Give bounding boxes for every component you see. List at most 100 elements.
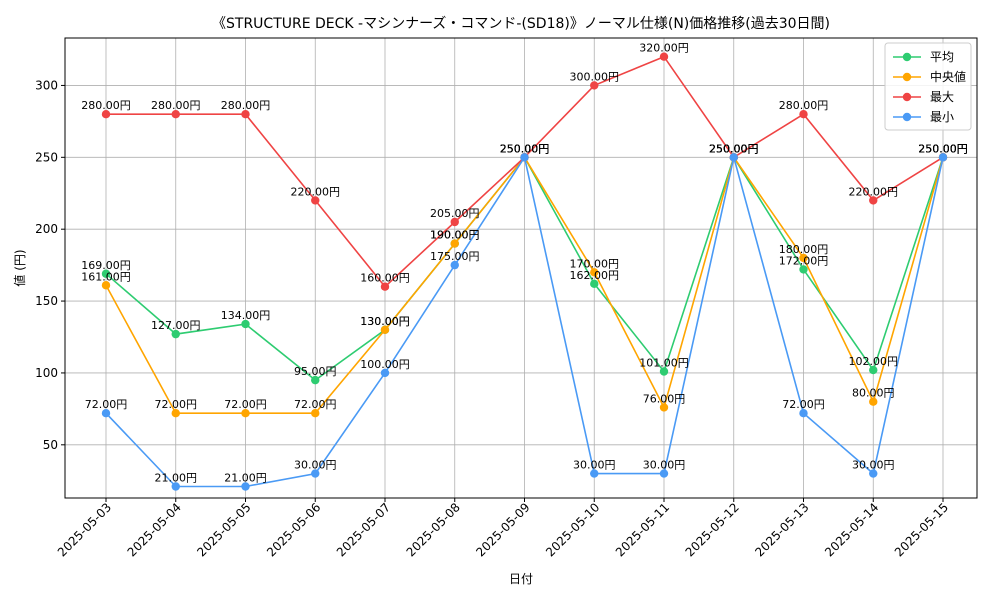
- x-tick-label: 2025-05-09: [473, 500, 532, 559]
- data-point: [450, 217, 459, 227]
- data-label: 250.00円: [500, 142, 550, 155]
- y-tick-label: 300: [35, 78, 58, 92]
- data-point: [659, 403, 669, 412]
- data-labels: 169.00円 127.00円 134.00円 95.00円 130.00円 190.00…: [81, 42, 968, 485]
- data-point: [101, 281, 111, 290]
- plot-area: [64, 37, 978, 499]
- data-label: 250.00円: [709, 142, 759, 155]
- data-point: [799, 109, 808, 119]
- legend-label: 最小: [930, 110, 954, 124]
- data-point: [590, 279, 599, 289]
- data-point: [380, 368, 390, 378]
- x-tick-label: 2025-05-04: [125, 500, 184, 559]
- data-point: [101, 408, 111, 418]
- data-point: [799, 253, 808, 263]
- series-group: [101, 52, 948, 491]
- data-label: 280.00円: [81, 99, 131, 112]
- data-point: [311, 375, 320, 385]
- data-point: [171, 329, 180, 339]
- legend-item: 最大: [893, 90, 954, 104]
- x-tick-label: 2025-05-06: [264, 500, 323, 559]
- chart-title: 《STRUCTURE DECK -マシンナーズ・コマンド-(SD18)》ノーマル…: [212, 16, 830, 32]
- legend-marker: [902, 112, 912, 122]
- data-point: [450, 260, 459, 270]
- y-tick-label: 250: [35, 150, 58, 164]
- y-tick-label: 100: [35, 366, 58, 380]
- data-label: 134.00円: [221, 309, 271, 322]
- data-label: 127.00円: [151, 319, 201, 332]
- data-label: 300.00円: [570, 70, 620, 83]
- data-point: [659, 367, 669, 376]
- x-tick-label: 2025-05-08: [404, 500, 463, 559]
- y-tick-label: 200: [35, 222, 58, 236]
- data-label: 160.00円: [360, 272, 410, 285]
- data-label: 190.00円: [430, 229, 480, 242]
- legend-item: 中央値: [893, 69, 966, 84]
- data-point: [869, 196, 878, 205]
- x-tick-label: 2025-05-15: [892, 500, 951, 559]
- data-point: [241, 408, 250, 418]
- data-label: 100.00円: [360, 358, 410, 371]
- data-point: [311, 408, 320, 418]
- legend-marker: [902, 92, 912, 102]
- data-label: 95.00円: [294, 365, 337, 378]
- data-point: [171, 109, 180, 119]
- data-label: 21.00円: [155, 472, 198, 485]
- data-label: 172.00円: [779, 254, 829, 267]
- data-label: 280.00円: [779, 99, 829, 112]
- x-tick-label: 2025-05-11: [613, 500, 672, 559]
- data-point: [311, 196, 320, 205]
- data-label: 250.00円: [918, 142, 968, 155]
- data-label: 250.00円: [709, 142, 759, 155]
- data-label: 102.00円: [849, 355, 899, 368]
- data-label: 250.00円: [918, 142, 968, 155]
- data-label: 250.00円: [918, 142, 968, 155]
- data-point: [869, 469, 878, 478]
- data-label: 320.00円: [639, 42, 689, 55]
- data-label: 169.00円: [81, 259, 131, 272]
- legend-label: 中央値: [930, 69, 966, 84]
- data-point: [869, 397, 878, 406]
- data-label: 72.00円: [224, 398, 267, 411]
- data-point: [241, 482, 250, 491]
- data-point: [520, 153, 529, 162]
- data-point: [241, 319, 250, 329]
- data-point: [938, 153, 948, 162]
- legend-label: 最大: [930, 90, 954, 104]
- data-label: 72.00円: [294, 398, 337, 411]
- data-label: 280.00円: [221, 99, 271, 112]
- legend-marker: [902, 72, 912, 82]
- data-point: [380, 325, 390, 335]
- data-point: [101, 109, 111, 119]
- data-label: 175.00円: [430, 250, 480, 263]
- data-point: [101, 269, 111, 278]
- legend-item: 最小: [893, 110, 954, 124]
- data-label: 280.00円: [151, 99, 201, 112]
- x-tick-label: 2025-05-12: [683, 500, 742, 559]
- data-label: 76.00円: [643, 392, 686, 405]
- data-point: [171, 408, 180, 418]
- data-point: [590, 81, 599, 90]
- data-label: 72.00円: [155, 398, 198, 411]
- data-label: 250.00円: [500, 142, 550, 155]
- grid: [65, 38, 977, 498]
- data-point: [590, 469, 599, 478]
- series-最小: [101, 153, 948, 491]
- x-axis-title: 日付: [509, 572, 533, 586]
- x-axis: 2025-05-03 2025-05-04 2025-05-05 2025-05-06…: [55, 498, 951, 559]
- data-point: [450, 239, 459, 248]
- x-tick-label: 2025-05-14: [822, 500, 881, 559]
- data-label: 72.00円: [85, 398, 128, 411]
- data-point: [171, 482, 180, 491]
- data-label: 130.00円: [360, 315, 410, 328]
- data-point: [659, 469, 669, 478]
- data-label: 250.00円: [918, 142, 968, 155]
- data-point: [241, 109, 250, 119]
- data-point: [729, 153, 738, 162]
- data-label: 162.00円: [570, 269, 620, 282]
- data-label: 161.00円: [81, 270, 131, 283]
- data-label: 130.00円: [360, 315, 410, 328]
- legend-marker: [902, 52, 912, 62]
